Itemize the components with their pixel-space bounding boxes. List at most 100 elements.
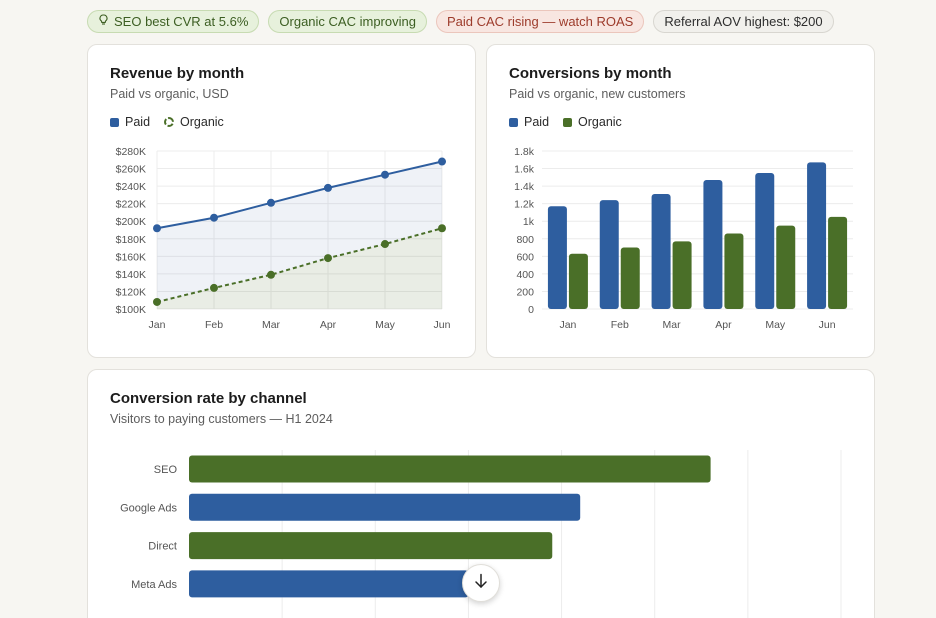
y-tick-label: $160K [116,251,146,263]
revenue-line-chart: $100K $120K $140K $160K $180K $200K $220K $240K… [116,146,451,331]
y-tick-label: 600 [516,251,534,263]
conversion-rate-bar-chart: SEO Google Ads Direct Meta Ads [120,450,842,618]
x-tick-label: Feb [611,319,629,331]
x-tick-label: Jan [149,319,166,331]
conversions-chart-card: Conversions by month Paid vs organic, ne… [486,44,875,358]
insight-pill-paid-cac[interactable]: Paid CAC rising — watch ROAS [435,10,645,33]
legend-item-organic[interactable]: Organic [164,115,224,129]
y-tick-label: Meta Ads [131,579,177,591]
y-tick-label: $240K [116,181,146,193]
legend-label: Organic [180,115,224,129]
legend-item-organic[interactable]: Organic [563,115,622,129]
x-tick-label: Jun [819,319,836,331]
y-tick-label: $200K [116,216,146,228]
insight-pill-seo-cvr[interactable]: SEO best CVR at 5.6% [87,10,260,33]
data-point-paid [267,198,275,207]
card-subtitle: Paid vs organic, new customers [509,87,686,101]
series-line-paid [156,160,443,230]
data-point-paid [438,157,446,166]
card-subtitle: Visitors to paying customers — H1 2024 [110,412,333,426]
bar-organic [189,532,553,560]
bar-organic [724,233,744,309]
y-tick-label: 1k [523,216,535,228]
y-tick-label: Direct [148,541,177,553]
data-point-paid [324,183,332,192]
insight-pill-referral-aov[interactable]: Referral AOV highest: $200 [653,10,834,33]
paid-area [157,161,442,302]
insight-pill-label: SEO best CVR at 5.6% [114,14,249,29]
series-line-organic [156,227,443,303]
data-point-organic [324,254,332,263]
x-tick-label: Feb [205,319,223,331]
bar-organic [620,247,640,309]
legend-swatch-paid [509,117,518,127]
bar-paid [547,206,567,309]
bar-paid [755,172,775,309]
y-tick-label: $220K [116,199,146,211]
x-tick-label: Mar [663,319,682,331]
legend-item-paid[interactable]: Paid [509,115,549,129]
lightbulb-icon [98,11,109,32]
y-tick-label: $100K [116,304,146,316]
legend-item-paid[interactable]: Paid [110,115,150,129]
y-tick-label: Google Ads [120,502,177,514]
revenue-chart-card: Revenue by month Paid vs organic, USD Pa… [87,44,476,358]
y-tick-label: 1.4k [514,181,535,193]
y-tick-label: 800 [516,234,534,246]
y-tick-label: 200 [516,286,534,298]
y-tick-label: 400 [516,269,534,281]
bar-organic [568,253,588,309]
legend-label: Paid [125,115,151,129]
x-tick-label: May [765,319,786,331]
y-tick-label: SEO [154,464,178,476]
bar-paid [703,179,723,309]
y-tick-label: $120K [116,286,146,298]
y-tick-label: $140K [116,269,146,281]
card-title: Revenue by month [110,65,245,82]
legend-label: Organic [578,115,622,129]
legend-swatch-organic [563,117,573,127]
legend-swatch-organic [164,117,175,127]
y-tick-label: 1.6k [514,164,535,176]
data-point-paid [153,224,161,233]
card-subtitle: Paid vs organic, USD [110,87,229,101]
data-point-organic [381,240,389,249]
insight-pills: SEO best CVR at 5.6% Organic CAC improvi… [87,10,834,33]
x-tick-label: Jun [434,319,451,331]
y-tick-label: $180K [116,234,146,246]
data-point-organic [267,270,275,279]
legend-swatch-paid [110,117,119,127]
x-tick-label: Apr [715,319,732,331]
card-title: Conversion rate by channel [110,390,307,407]
x-tick-label: Mar [262,319,281,331]
x-tick-label: Jan [559,319,576,331]
data-point-organic [438,224,446,233]
conversions-bar-chart: 0 200 400 600 800 1k 1.2k 1.4k 1.6k 1.8k Jan Feb Mar… [514,146,853,331]
chart-legend: Paid Organic [509,115,622,129]
y-tick-label: 1.8k [514,146,535,158]
data-point-organic [210,283,218,292]
card-title: Conversions by month [509,65,672,82]
bar-paid [189,493,581,521]
y-tick-label: 1.2k [514,199,535,211]
chart-legend: Paid Organic [110,115,224,129]
y-tick-label: $280K [116,146,146,158]
x-tick-label: Apr [320,319,337,331]
insight-pill-label: Referral AOV highest: $200 [664,14,823,29]
y-tick-label: $260K [116,164,146,176]
x-tick-label: May [375,319,396,331]
insight-pill-label: Paid CAC rising — watch ROAS [446,14,634,29]
bar-organic [776,225,796,309]
arrow-down-icon [474,573,488,594]
scroll-down-button[interactable] [462,564,500,602]
bar-organic [672,241,692,309]
data-point-organic [153,297,161,306]
data-point-paid [381,170,389,179]
insight-pill-label: Organic CAC improving [279,14,416,29]
bar-paid [807,162,827,309]
insight-pill-organic-cac[interactable]: Organic CAC improving [268,10,427,33]
data-point-paid [210,213,218,222]
bar-paid [599,200,619,309]
bar-paid [651,194,671,309]
legend-label: Paid [524,115,550,129]
